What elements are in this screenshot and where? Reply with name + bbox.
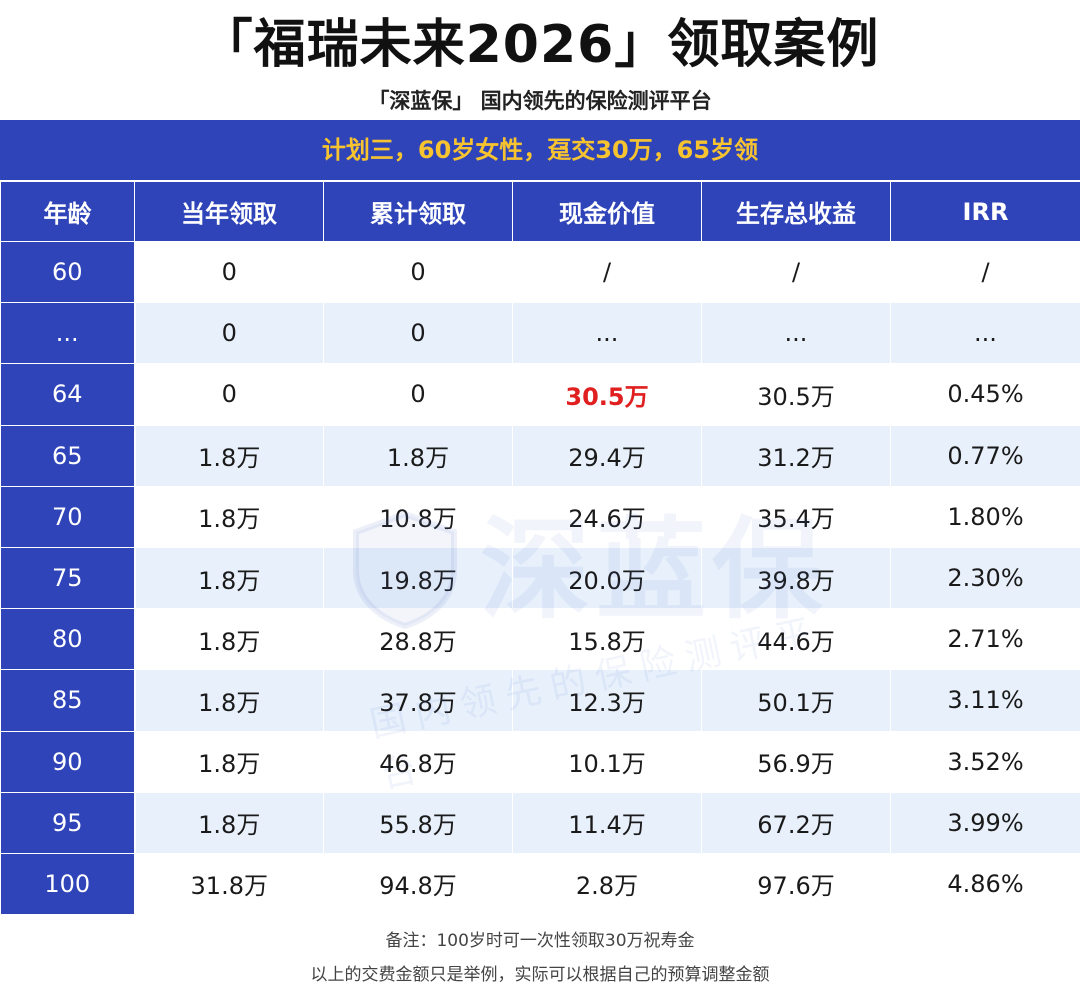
irr-cell: ... (890, 302, 1080, 365)
header-irr: IRR (890, 181, 1080, 242)
footnotes: 备注：100岁时可一次性领取30万祝寿金 以上的交费金额只是举例，实际可以根据自… (0, 924, 1080, 992)
annual-payout-cell: 1.8万 (134, 608, 324, 671)
survival-benefit-cell: 39.8万 (701, 546, 891, 610)
cumulative-payout-cell: 10.8万 (323, 485, 513, 548)
survival-benefit-cell: 44.6万 (701, 608, 891, 671)
irr-cell: 2.71% (890, 608, 1080, 671)
cumulative-payout-cell: 19.8万 (323, 546, 513, 610)
age-cell: 64 (0, 363, 136, 426)
header-annual-payout: 当年领取 (134, 181, 324, 242)
cash-value-cell: / (512, 240, 702, 304)
annual-payout-cell: 1.8万 (134, 546, 324, 610)
irr-cell: 0.45% (890, 363, 1080, 426)
cash-value-cell: 24.6万 (512, 485, 702, 548)
cumulative-payout-cell: 1.8万 (323, 424, 513, 487)
irr-cell: / (890, 240, 1080, 304)
table-row: 100 31.8万 94.8万 2.8万 97.6万 4.86% (0, 852, 1080, 916)
annual-payout-cell: 0 (134, 240, 324, 304)
age-cell: 100 (0, 852, 136, 916)
annual-payout-cell: 1.8万 (134, 730, 324, 793)
cumulative-payout-cell: 37.8万 (323, 669, 513, 732)
survival-benefit-cell: 67.2万 (701, 791, 891, 854)
survival-benefit-cell: 56.9万 (701, 730, 891, 793)
table-row: 80 1.8万 28.8万 15.8万 44.6万 2.71% (0, 608, 1080, 671)
cumulative-payout-cell: 55.8万 (323, 791, 513, 854)
survival-benefit-cell: / (701, 240, 891, 304)
irr-cell: 0.77% (890, 424, 1080, 487)
survival-benefit-cell: 97.6万 (701, 852, 891, 916)
page-subtitle: 「深蓝保」 国内领先的保险测评平台 (368, 89, 712, 113)
age-cell: 60 (0, 240, 136, 304)
cash-value-cell: 10.1万 (512, 730, 702, 793)
header-age: 年龄 (0, 181, 135, 242)
irr-cell: 3.11% (890, 669, 1080, 732)
age-cell: ... (0, 302, 136, 365)
cumulative-payout-cell: 0 (323, 302, 513, 365)
cash-value-cell: 11.4万 (512, 791, 702, 854)
table-row: 85 1.8万 37.8万 12.3万 50.1万 3.11% (0, 669, 1080, 732)
annual-payout-cell: 1.8万 (134, 485, 324, 548)
benefit-table: 年龄 当年领取 累计领取 现金价值 生存总收益 IRR 60 0 0 / / /… (0, 181, 1080, 916)
footnote-line: 以上的交费金额只是举例，实际可以根据自己的预算调整金额 (310, 965, 770, 985)
cumulative-payout-cell: 0 (323, 363, 513, 426)
irr-cell: 2.30% (890, 546, 1080, 610)
annual-payout-cell: 31.8万 (134, 852, 324, 916)
age-cell: 85 (0, 669, 136, 732)
survival-benefit-cell: 35.4万 (701, 485, 891, 548)
annual-payout-cell: 1.8万 (134, 424, 324, 487)
cumulative-payout-cell: 0 (323, 240, 513, 304)
annual-payout-cell: 0 (134, 302, 324, 365)
cash-value-cell: 29.4万 (512, 424, 702, 487)
table-row: 95 1.8万 55.8万 11.4万 67.2万 3.99% (0, 791, 1080, 854)
survival-benefit-cell: 50.1万 (701, 669, 891, 732)
cash-value-cell-highlight: 30.5万 (512, 363, 702, 426)
annual-payout-cell: 1.8万 (134, 791, 324, 854)
table-row: 65 1.8万 1.8万 29.4万 31.2万 0.77% (0, 424, 1080, 487)
survival-benefit-cell: 30.5万 (701, 363, 891, 426)
age-cell: 90 (0, 730, 136, 793)
cash-value-cell: 2.8万 (512, 852, 702, 916)
table-row: 64 0 0 30.5万 30.5万 0.45% (0, 363, 1080, 426)
annual-payout-cell: 1.8万 (134, 669, 324, 732)
table-row: 70 1.8万 10.8万 24.6万 35.4万 1.80% (0, 485, 1080, 548)
survival-benefit-cell: 31.2万 (701, 424, 891, 487)
plan-banner: 计划三，60岁女性，趸交30万，65岁领 (0, 120, 1080, 180)
cumulative-payout-cell: 94.8万 (323, 852, 513, 916)
header-total-survival-benefit: 生存总收益 (701, 181, 891, 242)
survival-benefit-cell: ... (701, 302, 891, 365)
age-cell: 65 (0, 424, 136, 487)
table-row: 90 1.8万 46.8万 10.1万 56.9万 3.52% (0, 730, 1080, 793)
page-title: 「福瑞未来2026」领取案例 (200, 15, 880, 75)
table-row: ... 0 0 ... ... ... (0, 302, 1080, 365)
cash-value-cell: 15.8万 (512, 608, 702, 671)
age-cell: 80 (0, 608, 136, 671)
cumulative-payout-cell: 28.8万 (323, 608, 513, 671)
age-cell: 95 (0, 791, 136, 854)
irr-cell: 1.80% (890, 485, 1080, 548)
table-header-row: 年龄 当年领取 累计领取 现金价值 生存总收益 IRR (0, 181, 1080, 242)
annual-payout-cell: 0 (134, 363, 324, 426)
cumulative-payout-cell: 46.8万 (323, 730, 513, 793)
table-row: 75 1.8万 19.8万 20.0万 39.8万 2.30% (0, 546, 1080, 610)
footnote-line: 备注：100岁时可一次性领取30万祝寿金 (385, 931, 695, 951)
irr-cell: 3.99% (890, 791, 1080, 854)
header-cumulative-payout: 累计领取 (323, 181, 513, 242)
irr-cell: 3.52% (890, 730, 1080, 793)
cash-value-cell: 20.0万 (512, 546, 702, 610)
irr-cell: 4.86% (890, 852, 1080, 916)
age-cell: 75 (0, 546, 136, 610)
cash-value-cell: 12.3万 (512, 669, 702, 732)
age-cell: 70 (0, 485, 136, 548)
cash-value-cell: ... (512, 302, 702, 365)
header-cash-value: 现金价值 (512, 181, 702, 242)
table-row: 60 0 0 / / / (0, 240, 1080, 304)
